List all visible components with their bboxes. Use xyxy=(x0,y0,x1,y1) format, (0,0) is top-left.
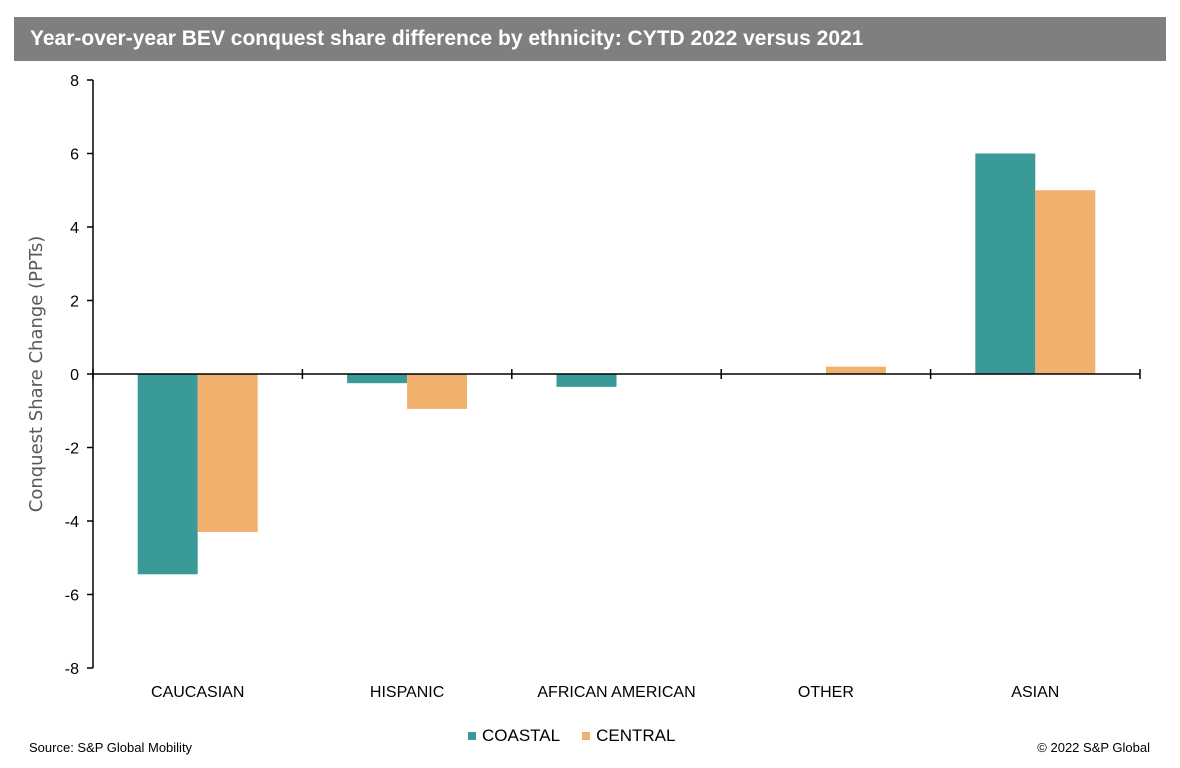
chart-title: Year-over-year BEV conquest share differ… xyxy=(30,27,864,50)
legend-label-coastal: COASTAL xyxy=(482,726,561,745)
x-category-label: HISPANIC xyxy=(370,684,444,701)
y-tick-label: -6 xyxy=(65,588,79,605)
legend-swatch-central xyxy=(582,732,591,740)
bar-central-other xyxy=(825,366,886,374)
bar-central-caucasian xyxy=(197,374,258,533)
copyright-note: © 2022 S&P Global xyxy=(1037,740,1150,755)
bar-central-asian xyxy=(1035,190,1096,374)
x-category-label: OTHER xyxy=(798,684,854,701)
y-tick-label: 8 xyxy=(70,73,79,90)
bar-coastal-hispanic xyxy=(347,374,408,384)
y-tick-label: -2 xyxy=(65,441,79,458)
bar-coastal-african-american xyxy=(556,374,617,387)
bar-coastal-caucasian xyxy=(137,374,198,575)
legend: COASTAL CENTRAL xyxy=(468,726,697,746)
y-tick-label: 0 xyxy=(70,367,79,384)
x-category-label: ASIAN xyxy=(1011,684,1059,701)
bar-central-hispanic xyxy=(407,374,468,409)
y-tick-label: -8 xyxy=(65,661,79,678)
chart-title-bar: Year-over-year BEV conquest share differ… xyxy=(14,17,1166,61)
x-category-label: CAUCASIAN xyxy=(151,684,244,701)
y-tick-label: 4 xyxy=(70,220,79,237)
legend-swatch-coastal xyxy=(468,732,476,740)
bar-coastal-asian xyxy=(975,153,1036,374)
y-tick-label: 2 xyxy=(70,294,79,311)
x-category-label: AFRICAN AMERICAN xyxy=(537,684,695,701)
y-axis-label: Conquest Share Change (PPTs) xyxy=(26,236,47,513)
y-tick-label: 6 xyxy=(70,147,79,164)
legend-item-coastal: COASTAL xyxy=(468,726,560,746)
legend-label-central: CENTRAL xyxy=(596,726,676,745)
legend-item-central: CENTRAL xyxy=(582,726,675,746)
source-note: Source: S&P Global Mobility xyxy=(29,740,193,755)
y-tick-label: -4 xyxy=(65,514,79,531)
